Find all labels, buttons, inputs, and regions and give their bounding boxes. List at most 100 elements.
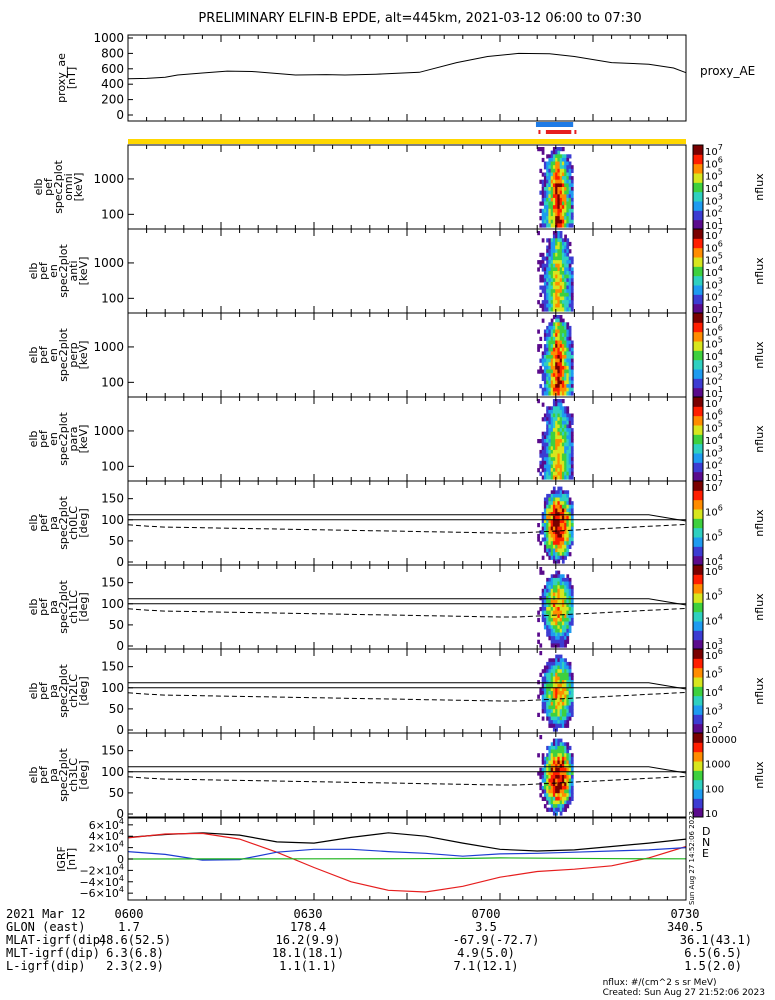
spec-panel-anti-cell <box>550 296 554 301</box>
spec-panel-ch0LC-cell <box>541 515 545 520</box>
spec-panel-para-cell <box>546 420 549 425</box>
spec-panel-ch0LC-cell <box>561 501 565 506</box>
spec-panel-anti-cell <box>541 260 545 265</box>
spec-panel-omni-cell <box>557 216 561 221</box>
spec-panel-ch0LC-cell <box>543 512 547 517</box>
spec-panel-anti-cell <box>566 300 570 305</box>
spec-panel-anti-cell <box>566 252 570 257</box>
spec-panel-para-cell <box>559 446 563 451</box>
spec-panel-para-cell <box>559 435 563 440</box>
spec-panel-para-cell <box>550 471 554 476</box>
spec-panel-omni-cell <box>543 161 547 166</box>
spec-panel-omni-cell <box>568 190 572 195</box>
spec-panel-ch3LC-cell <box>561 793 565 798</box>
spec-panel-ch2LC-cell <box>559 658 563 663</box>
eph-mlat-0: 48.6(52.5) <box>98 933 172 947</box>
spec-panel-anti-cell <box>541 278 545 283</box>
spec-panel-perp-cell <box>566 322 570 327</box>
spec-panel-ch2LC-cell <box>543 698 547 703</box>
spec-panel-ch1LC-cell <box>568 588 572 593</box>
spec-panel-ch0LC-cell <box>561 548 565 553</box>
spec-panel-perp-cell <box>546 355 549 360</box>
spec-panel-para-cell <box>552 402 556 407</box>
eph-time-0600: 0600 <box>114 907 144 921</box>
spec-panel-perp-cell <box>552 365 556 371</box>
spec-panel-perp-cell <box>555 325 558 331</box>
spec-panel-perp-cell <box>548 369 552 374</box>
spec-panel-para-cell <box>561 439 565 444</box>
spec-panel-perp-cell <box>557 347 561 352</box>
spec-panel-ch0LC-cell <box>546 508 549 513</box>
spec-panel-ch1LC-cell <box>570 599 574 604</box>
spec-panel-perp-cell <box>561 329 565 334</box>
spec-panel-ch2LC-cell <box>550 694 554 699</box>
spec-panel-ch3LC-cell <box>552 778 556 783</box>
spec-panel-para-cell <box>555 413 558 418</box>
spec-panel-ch3LC-cell <box>555 804 558 809</box>
spec-panel-ch1LC-cell <box>559 592 563 597</box>
spec-panel-ch3LC-cell <box>570 753 574 758</box>
spec-panel-ch3LC-cell <box>561 742 565 747</box>
spec-panel-anti-cell <box>546 238 549 243</box>
spec-panel-anti-cell <box>541 274 545 279</box>
spec-panel-ch3LC-cell <box>541 771 545 776</box>
spec-panel-ch3LC-cell <box>561 807 565 812</box>
proxy-ae-ylabel-line: proxy_ae <box>55 53 68 103</box>
spec-panel-para-cell <box>550 406 554 411</box>
spec-panel-ch1LC-cell <box>548 588 552 593</box>
spec-panel-ch3LC-cell <box>559 738 563 743</box>
spec-panel-anti-cell <box>543 285 547 290</box>
spec-panel-perp-cell <box>561 333 565 338</box>
spec-panel-ch1LC-cell <box>557 617 561 623</box>
spec-panel-anti-cell <box>539 285 543 290</box>
spec-panel-perp-cell <box>548 384 552 389</box>
spec-panel-ch3LC-cell <box>561 771 565 776</box>
spec-panel-omni-ytick-label: 100 <box>101 207 124 221</box>
spec-panel-ch3LC-cell <box>568 782 572 787</box>
spec-panel-anti-cell <box>557 256 561 261</box>
spec-panel-para-cell <box>548 446 552 451</box>
spec-panel-ch0LC-cell <box>561 544 565 549</box>
spec-panel-ch3LC-cell <box>568 760 572 765</box>
spec-panel-ch2LC-cell <box>546 705 549 710</box>
spec-panel-omni-frame <box>127 144 687 230</box>
spec-panel-para-cell <box>548 449 552 455</box>
spec-panel-ch3LC-cell <box>559 807 563 812</box>
spec-panel-omni-cell <box>550 157 554 163</box>
spec-panel-perp-cell <box>543 373 547 378</box>
spec-panel-anti-cell <box>566 292 570 297</box>
spec-panel-ch2LC-ytick-label: 100 <box>101 681 124 695</box>
spec-panel-perp-cell <box>552 384 556 389</box>
spec-panel-ch3LC-cell <box>561 782 565 787</box>
igrf-E-line <box>127 847 687 861</box>
spec-panel-ch0LC-cell <box>555 537 558 542</box>
spec-panel-ch3LC-cell <box>546 796 549 801</box>
spec-panel-ch3LC-cell <box>559 760 563 765</box>
spec-panel-ch3LC-cell <box>566 800 570 805</box>
spec-panel-ch2LC-cell <box>557 720 561 725</box>
spec-panel-perp-cell <box>552 351 556 356</box>
spec-panel-para-cell <box>561 446 565 451</box>
spec-panel-ch0LC-cell <box>555 493 558 499</box>
spec-panel-omni-cell <box>550 150 554 155</box>
spec-panel-ch0LC-colorbar-segment <box>693 555 703 566</box>
spec-panel-anti-cell <box>557 231 561 236</box>
spec-panel-perp-cell <box>566 365 570 371</box>
spec-panel-ch0LC-cell <box>559 530 563 535</box>
spec-panel-ch3LC-cell <box>555 771 558 776</box>
spec-panel-para-cell <box>561 468 565 473</box>
spec-panel-ch3LC-ylabel-line: [deg] <box>77 760 90 789</box>
spec-panel-ch3LC-cell <box>543 785 547 791</box>
spec-panel-perp-cell <box>557 369 561 374</box>
spec-panel-anti-cell <box>543 263 547 268</box>
spec-panel-ch1LC-cell <box>568 628 572 633</box>
spec-panel-ch2LC-cell <box>564 683 567 688</box>
spec-panel-ch0LC-cell <box>548 519 552 524</box>
spec-panel-ch0LC-cell <box>564 515 567 520</box>
spec-panel-omni-cell <box>543 205 547 210</box>
spec-panel-anti-cell <box>568 307 572 312</box>
spec-panel-ch3LC-cell <box>555 793 558 798</box>
spec-panel-para-cell <box>543 449 547 455</box>
spec-panel-ch0LC-cell <box>548 515 552 520</box>
spec-panel-ch3LC-cell <box>541 756 545 761</box>
